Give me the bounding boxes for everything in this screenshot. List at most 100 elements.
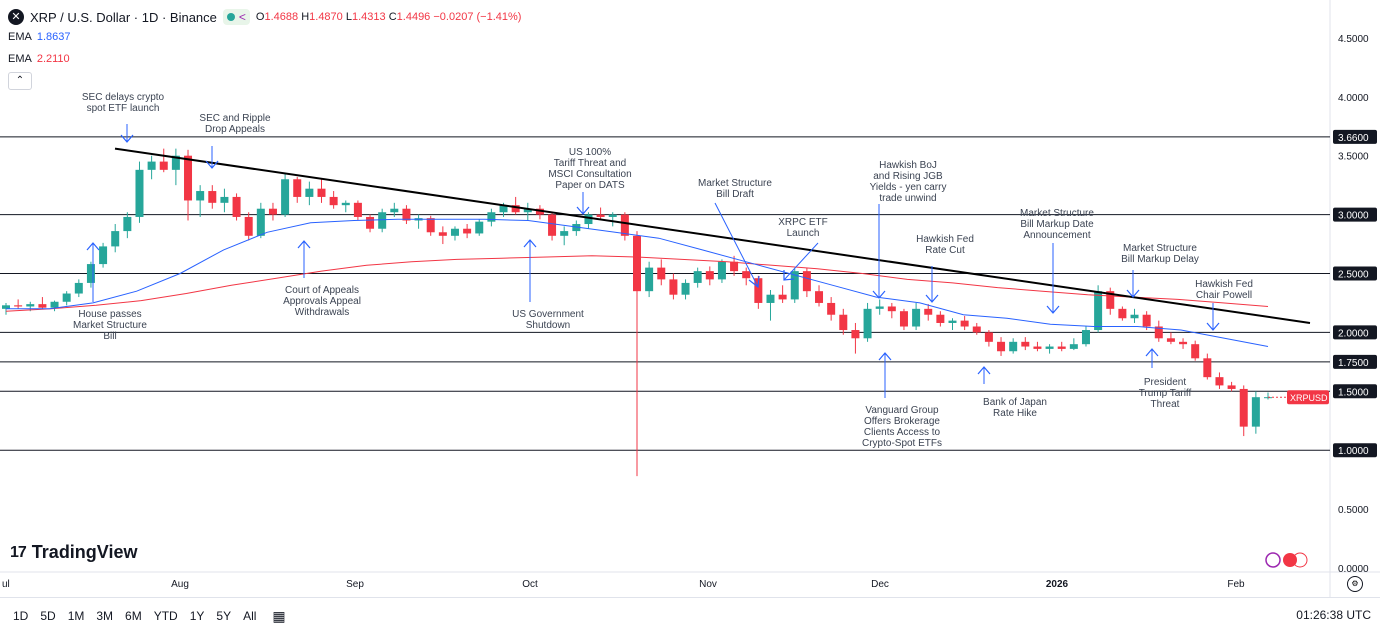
annotation-arrowhead	[523, 239, 537, 248]
market-status-pill[interactable]: <	[222, 9, 250, 25]
candle-up	[390, 208, 399, 213]
annotation-arrowhead	[86, 242, 100, 251]
candle-up	[572, 224, 581, 232]
candle-down	[366, 216, 375, 229]
price-level-tag	[1333, 325, 1377, 340]
candle-down	[633, 235, 641, 292]
tf-all[interactable]: All	[243, 609, 257, 623]
candle-down	[596, 214, 605, 217]
annotation-label: and Rising JGB	[873, 171, 943, 182]
candle-down	[353, 202, 362, 217]
candle-up	[912, 308, 921, 327]
candle-up	[74, 282, 83, 294]
candle-down	[1203, 358, 1212, 378]
price-level-tag-label: 1.7500	[1338, 358, 1369, 369]
x-tick-label: Dec	[871, 579, 889, 590]
annotation-label: Approvals Appeal	[283, 296, 361, 307]
annotation-label: trade unwind	[879, 193, 936, 204]
ema-fast-legend[interactable]: EMA 1.8637	[8, 31, 71, 43]
price-level-tag-label: 1.5000	[1338, 387, 1369, 398]
candle-down	[839, 314, 848, 331]
candle-up	[1045, 346, 1054, 349]
candle-down	[1191, 344, 1200, 359]
candle-down	[1057, 346, 1066, 349]
market-open-icon	[226, 13, 235, 21]
candle-up	[86, 264, 95, 283]
date-range-icon[interactable]: ▦	[272, 607, 286, 624]
tf-3m[interactable]: 3M	[96, 609, 114, 623]
candle-up	[147, 161, 156, 170]
tf-5d[interactable]: 5D	[40, 609, 56, 623]
candle-up	[1130, 314, 1139, 319]
price-level-tag	[1333, 129, 1377, 144]
annotation-label: Clients Access to	[864, 427, 941, 438]
annotation-arrowhead	[925, 294, 939, 303]
candle-down	[511, 205, 520, 213]
ema-slow-line	[5, 255, 1269, 312]
annotation-label: Vanguard Group	[865, 405, 939, 416]
annotation-arrow	[783, 242, 819, 281]
x-tick-label: Aug	[171, 579, 189, 590]
candle-up	[766, 294, 775, 303]
candle-down	[232, 196, 241, 217]
x-tick-label: Nov	[699, 579, 717, 590]
chart-legend: ✕ XRP / U.S. Dollar · 1D · Binance < O1.…	[8, 8, 521, 90]
y-tick-label: 3.5000	[1338, 152, 1369, 163]
symbol-title[interactable]: XRP / U.S. Dollar · 1D · Binance	[30, 9, 217, 25]
candle-down	[997, 341, 1006, 352]
ema-slow-legend[interactable]: EMA 2.2110	[8, 53, 70, 65]
candle-up	[487, 212, 496, 222]
candle-down	[1179, 341, 1188, 345]
candle-down	[899, 311, 908, 327]
candle-up	[608, 214, 617, 217]
candle-up	[523, 208, 532, 213]
tradingview-logo: 17 TradingView	[10, 542, 138, 562]
candle-up	[50, 301, 59, 308]
price-level-tag	[1333, 443, 1377, 458]
annotation-label: Bill	[103, 331, 116, 342]
candle-down	[244, 216, 253, 236]
candle-up	[26, 304, 35, 307]
candle-down	[548, 214, 557, 236]
settings-gear-icon[interactable]: ⚙	[1347, 576, 1363, 592]
candle-down	[438, 232, 447, 236]
annotation-label: Rate Cut	[925, 245, 965, 256]
annotation-label: Crypto-Spot ETFs	[862, 438, 942, 449]
candle-down	[754, 278, 763, 303]
annotation-label: SEC and Ripple	[199, 113, 271, 124]
candle-down	[535, 208, 544, 215]
annotation-label: Offers Brokerage	[864, 416, 940, 427]
downtrend-line	[114, 147, 1311, 324]
clock[interactable]: 01:26:38 UTC	[1296, 608, 1371, 622]
price-chart[interactable]: 4.5000 4.0000 3.5000 3.0000 2.5000 2.0000 1.50…	[0, 0, 1380, 597]
tf-1m[interactable]: 1M	[67, 609, 85, 623]
x-tick-label: ul	[2, 579, 10, 590]
price-level-tag	[1333, 207, 1377, 222]
tf-5y[interactable]: 5Y	[216, 609, 232, 623]
candle-up	[717, 261, 726, 280]
annotation-label: Shutdown	[526, 320, 570, 331]
candle-up	[341, 202, 350, 206]
candle-up	[875, 306, 884, 309]
annotation-label: House passes	[78, 309, 141, 320]
tf-ytd[interactable]: YTD	[153, 609, 178, 623]
annotation-arrowhead	[748, 275, 760, 289]
candle-down	[1154, 326, 1163, 339]
candle-down	[705, 271, 714, 280]
tf-1y[interactable]: 1Y	[189, 609, 205, 623]
candle-down	[887, 306, 896, 312]
annotation-label: XRPC ETF	[778, 217, 827, 228]
tf-1d[interactable]: 1D	[13, 609, 29, 623]
annotation-label: US 100%	[569, 147, 611, 158]
annotation-label: Tariff Threat and	[554, 158, 626, 169]
candle-down	[38, 304, 47, 308]
candle-up	[499, 205, 508, 213]
candle-up	[450, 228, 459, 236]
price-level-tag-label: 3.6600	[1338, 133, 1369, 144]
annotation-label: Paper on DATS	[555, 180, 625, 191]
x-logo-icon: ✕	[8, 9, 24, 25]
annotation-arrowhead	[872, 290, 886, 299]
candle-down	[620, 214, 629, 236]
tf-6m[interactable]: 6M	[125, 609, 142, 623]
collapse-legend-button[interactable]: ⌃	[8, 72, 32, 90]
